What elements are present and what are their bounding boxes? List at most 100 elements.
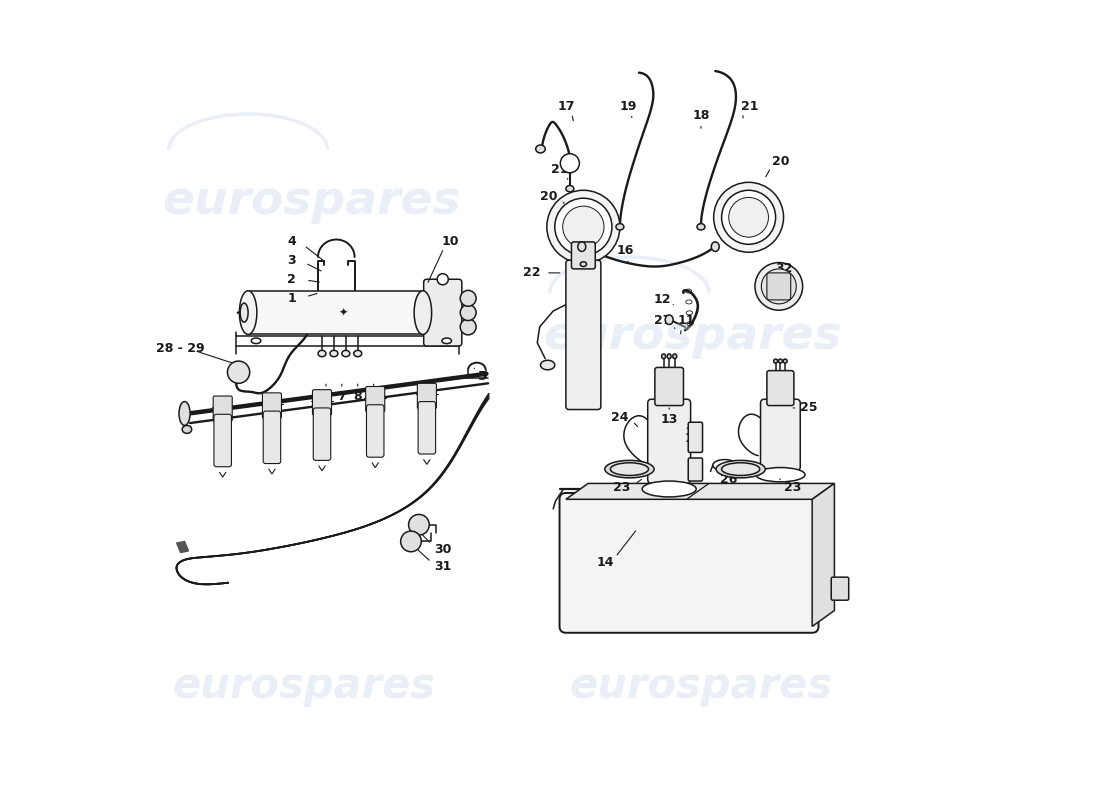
Text: 21: 21: [551, 163, 569, 176]
Text: 20: 20: [771, 155, 789, 168]
FancyBboxPatch shape: [312, 390, 331, 415]
FancyBboxPatch shape: [654, 367, 683, 406]
Ellipse shape: [240, 290, 257, 334]
Text: eurospares: eurospares: [570, 665, 833, 707]
Ellipse shape: [179, 402, 190, 426]
Ellipse shape: [697, 224, 705, 230]
Circle shape: [437, 274, 449, 285]
Circle shape: [460, 290, 476, 306]
Ellipse shape: [722, 462, 760, 475]
Circle shape: [408, 514, 429, 535]
Text: 19: 19: [619, 99, 637, 113]
FancyBboxPatch shape: [648, 399, 691, 483]
Ellipse shape: [716, 460, 766, 478]
Text: 20: 20: [540, 190, 558, 203]
Ellipse shape: [251, 338, 261, 343]
Ellipse shape: [183, 426, 191, 434]
Ellipse shape: [330, 350, 338, 357]
FancyBboxPatch shape: [767, 273, 791, 300]
FancyBboxPatch shape: [565, 260, 601, 410]
Text: 24: 24: [612, 411, 629, 424]
Ellipse shape: [610, 462, 649, 475]
Text: 16: 16: [617, 244, 635, 257]
Text: eurospares: eurospares: [543, 314, 843, 359]
Circle shape: [761, 269, 796, 304]
FancyBboxPatch shape: [213, 396, 232, 422]
Text: 7: 7: [338, 390, 346, 403]
Text: 18: 18: [692, 109, 710, 122]
Ellipse shape: [616, 224, 624, 230]
FancyBboxPatch shape: [417, 383, 437, 409]
Text: 23: 23: [613, 481, 630, 494]
Ellipse shape: [580, 262, 586, 266]
Text: 26: 26: [720, 473, 737, 486]
Ellipse shape: [779, 359, 782, 363]
Text: 25: 25: [800, 402, 817, 414]
Text: 14: 14: [597, 556, 615, 570]
Ellipse shape: [342, 350, 350, 357]
Text: 9: 9: [370, 390, 378, 403]
Text: ✦: ✦: [339, 308, 348, 318]
Circle shape: [460, 305, 476, 321]
Ellipse shape: [536, 145, 546, 153]
Text: 22: 22: [522, 266, 540, 279]
Text: 12: 12: [654, 294, 672, 306]
Ellipse shape: [666, 315, 673, 325]
Circle shape: [547, 190, 620, 263]
Ellipse shape: [661, 354, 666, 358]
Circle shape: [722, 190, 776, 244]
Circle shape: [400, 531, 421, 552]
Text: 3: 3: [287, 254, 296, 266]
Text: 27: 27: [654, 314, 672, 327]
Ellipse shape: [713, 459, 737, 470]
FancyBboxPatch shape: [560, 493, 818, 633]
Ellipse shape: [354, 350, 362, 357]
FancyBboxPatch shape: [314, 408, 331, 460]
Text: 10: 10: [442, 234, 460, 248]
Polygon shape: [177, 542, 188, 553]
Text: 23: 23: [783, 481, 801, 494]
Text: 4: 4: [287, 234, 296, 248]
Ellipse shape: [540, 360, 554, 370]
Circle shape: [563, 206, 604, 247]
Circle shape: [755, 262, 803, 310]
Text: 5: 5: [478, 370, 487, 382]
Circle shape: [714, 182, 783, 252]
FancyBboxPatch shape: [424, 279, 462, 346]
Ellipse shape: [756, 467, 805, 482]
Ellipse shape: [605, 460, 654, 478]
FancyBboxPatch shape: [263, 393, 282, 418]
Ellipse shape: [578, 242, 585, 251]
FancyBboxPatch shape: [689, 458, 703, 481]
Ellipse shape: [712, 242, 719, 251]
Ellipse shape: [442, 338, 451, 343]
Circle shape: [554, 198, 612, 255]
Ellipse shape: [783, 359, 788, 363]
Circle shape: [460, 319, 476, 335]
Text: 11: 11: [678, 314, 695, 327]
FancyBboxPatch shape: [213, 414, 231, 466]
Text: 6: 6: [321, 390, 330, 403]
Text: 28 - 29: 28 - 29: [156, 342, 205, 355]
FancyBboxPatch shape: [249, 290, 422, 334]
FancyBboxPatch shape: [767, 370, 794, 406]
Text: 17: 17: [557, 99, 574, 113]
Circle shape: [228, 361, 250, 383]
Ellipse shape: [240, 303, 249, 322]
Polygon shape: [565, 483, 835, 499]
Text: 1: 1: [287, 292, 296, 305]
FancyBboxPatch shape: [689, 422, 703, 453]
FancyBboxPatch shape: [760, 399, 801, 470]
Text: 21: 21: [741, 99, 759, 113]
Text: 31: 31: [434, 560, 451, 574]
FancyBboxPatch shape: [366, 405, 384, 457]
Text: 30: 30: [434, 543, 451, 556]
FancyBboxPatch shape: [365, 386, 385, 412]
Circle shape: [728, 198, 769, 237]
Ellipse shape: [415, 290, 431, 334]
Ellipse shape: [773, 359, 778, 363]
FancyBboxPatch shape: [418, 402, 436, 454]
Ellipse shape: [318, 350, 326, 357]
Polygon shape: [812, 483, 835, 626]
Text: eurospares: eurospares: [163, 179, 461, 224]
